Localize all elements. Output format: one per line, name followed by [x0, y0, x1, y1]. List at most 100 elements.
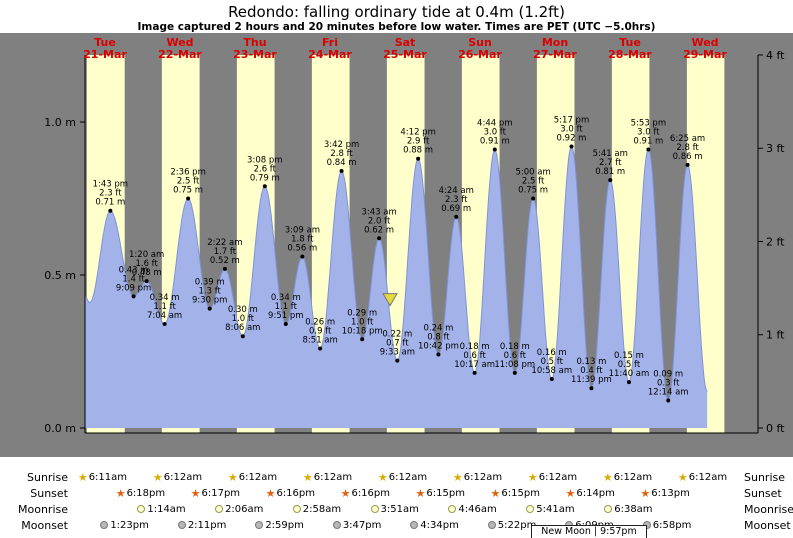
low-tide-label: 0.16 m 0.5 ft 10:58 am	[531, 348, 572, 376]
sunrise-time: 6:12am	[688, 471, 728, 483]
tide-area	[85, 146, 708, 428]
astro-entry-moonset: 5:22pm	[487, 519, 537, 531]
low-tide-label: 0.34 m 1.1 ft 7:04 am	[147, 293, 182, 321]
low-tide-point	[472, 370, 477, 375]
day-label: Tue 28-Mar	[608, 36, 652, 61]
sunrise-star-icon: ★	[527, 470, 538, 484]
sunrise-star-icon: ★	[677, 470, 688, 484]
low-tide-point	[589, 386, 594, 391]
day-label: Mon 27-Mar	[533, 36, 577, 61]
day-label: Wed 22-Mar	[158, 36, 202, 61]
astro-entry-moonset: 6:58pm	[642, 519, 691, 531]
high-tide-label: 6:25 am 2.8 ft 0.86 m	[670, 134, 705, 162]
high-tide-label: 5:00 am 2.5 ft 0.75 m	[515, 168, 550, 196]
astro-row-label-sunrise-right: Sunrise	[744, 471, 786, 484]
low-tide-label: 0.18 m 0.6 ft 11:08 pm	[494, 342, 535, 370]
sunset-star-icon: ★	[190, 486, 201, 500]
low-tide-point	[318, 346, 323, 351]
high-tide-point	[492, 147, 497, 152]
low-tide-point	[283, 321, 288, 326]
sunrise-star-icon: ★	[77, 470, 88, 484]
high-tide-point	[685, 162, 690, 167]
y-axis-label-left: 1.0 m	[44, 116, 76, 129]
low-tide-label: 0.22 m 0.7 ft 9:33 am	[380, 330, 415, 358]
low-tide-point	[549, 377, 554, 382]
sunset-star-icon: ★	[415, 486, 426, 500]
moonset-time: 4:34pm	[420, 519, 459, 531]
sunset-time: 6:18pm	[126, 487, 166, 499]
moonset-time: 5:22pm	[497, 519, 537, 531]
high-tide-label: 1:20 am 1.6 ft 0.48 m	[129, 250, 164, 278]
astro-entry-sunset: ★ 6:17pm	[191, 487, 240, 499]
astro-entry-moonrise: 4:46am	[448, 503, 497, 515]
high-tide-point	[222, 266, 227, 271]
y-axis-label-right: 2 ft	[766, 235, 785, 248]
high-tide-label: 4:12 pm 2.9 ft 0.88 m	[400, 128, 435, 156]
high-tide-label: 4:44 pm 3.0 ft 0.91 m	[477, 119, 512, 147]
moonset-time: 3:47pm	[342, 519, 382, 531]
moonrise-time: 4:46am	[458, 503, 497, 515]
moonset-moon-icon	[255, 521, 264, 529]
sunrise-time: 6:12am	[238, 471, 278, 483]
high-tide-label: 5:41 am 2.7 ft 0.81 m	[593, 149, 628, 177]
high-tide-point	[377, 236, 382, 241]
sunset-star-icon: ★	[640, 486, 651, 500]
day-label: Fri 24-Mar	[308, 36, 352, 61]
high-tide-point	[300, 254, 305, 259]
sunrise-star-icon: ★	[152, 470, 163, 484]
sunrise-star-icon: ★	[302, 470, 313, 484]
sunset-star-icon: ★	[115, 486, 126, 500]
moonrise-moon-icon	[370, 505, 379, 513]
sunset-star-icon: ★	[340, 486, 351, 500]
astro-entry-moonrise: 2:06am	[215, 503, 263, 515]
sunrise-time: 6:12am	[613, 471, 653, 483]
day-label: Tue 21-Mar	[83, 36, 127, 61]
astro-entry-moonset: 1:23pm	[100, 519, 149, 531]
low-tide-label: 0.15 m 0.5 ft 11:40 am	[609, 351, 650, 379]
moonrise-time: 2:06am	[225, 503, 264, 515]
high-tide-point	[108, 208, 113, 213]
moonrise-moon-icon	[448, 505, 457, 513]
astro-entry-sunset: ★ 6:13pm	[640, 487, 689, 499]
high-tide-point	[186, 196, 191, 201]
high-tide-label: 5:17 pm 3.0 ft 0.92 m	[554, 115, 589, 143]
astro-row-label-sunrise-left: Sunrise	[26, 471, 68, 484]
sunrise-time: 6:12am	[313, 471, 353, 483]
sunset-time: 6:16pm	[276, 487, 315, 499]
high-tide-label: 2:36 pm 2.5 ft 0.75 m	[170, 168, 205, 196]
high-tide-point	[416, 156, 421, 161]
low-tide-label: 0.43 m 1.4 ft 9:09 pm	[116, 265, 151, 293]
high-tide-point	[646, 147, 651, 152]
high-tide-label: 4:24 am 2.3 ft 0.69 m	[439, 186, 474, 214]
y-axis-label-right: 1 ft	[766, 329, 785, 342]
astro-entry-moonset: 4:34pm	[410, 519, 459, 531]
y-axis-label-left: 0.5 m	[44, 269, 76, 282]
high-tide-point	[454, 214, 459, 219]
sunset-star-icon: ★	[565, 486, 576, 500]
astro-entry-moonset: 2:11pm	[177, 519, 226, 531]
astro-entry-moonrise: 5:41am	[526, 503, 575, 515]
current-tide-marker	[382, 293, 398, 307]
sunrise-time: 6:12am	[388, 471, 428, 483]
astro-entry-moonset: 2:59pm	[255, 519, 304, 531]
new-moon-badge: New Moon | 9:57pm	[531, 525, 647, 538]
sunrise-star-icon: ★	[452, 470, 463, 484]
day-label: Sat 25-Mar	[383, 36, 427, 61]
low-tide-label: 0.34 m 1.1 ft 9:51 pm	[268, 293, 303, 321]
moonrise-moon-icon	[604, 505, 613, 513]
astro-entry-sunset: ★ 6:15pm	[416, 487, 465, 499]
low-tide-point	[131, 294, 136, 299]
sunrise-star-icon: ★	[377, 470, 388, 484]
astro-entry-sunrise: ★ 6:12am	[228, 471, 277, 483]
astro-row-label-sunset-right: Sunset	[744, 487, 782, 500]
moonset-moon-icon	[410, 521, 419, 529]
astro-entry-sunset: ★ 6:14pm	[565, 487, 614, 499]
low-tide-point	[512, 370, 517, 375]
astro-entry-sunset: ★ 6:15pm	[491, 487, 540, 499]
low-tide-point	[360, 337, 365, 342]
moonrise-moon-icon	[215, 505, 224, 513]
low-tide-point	[395, 358, 400, 363]
page-title: Redondo: falling ordinary tide at 0.4m (…	[228, 3, 565, 21]
